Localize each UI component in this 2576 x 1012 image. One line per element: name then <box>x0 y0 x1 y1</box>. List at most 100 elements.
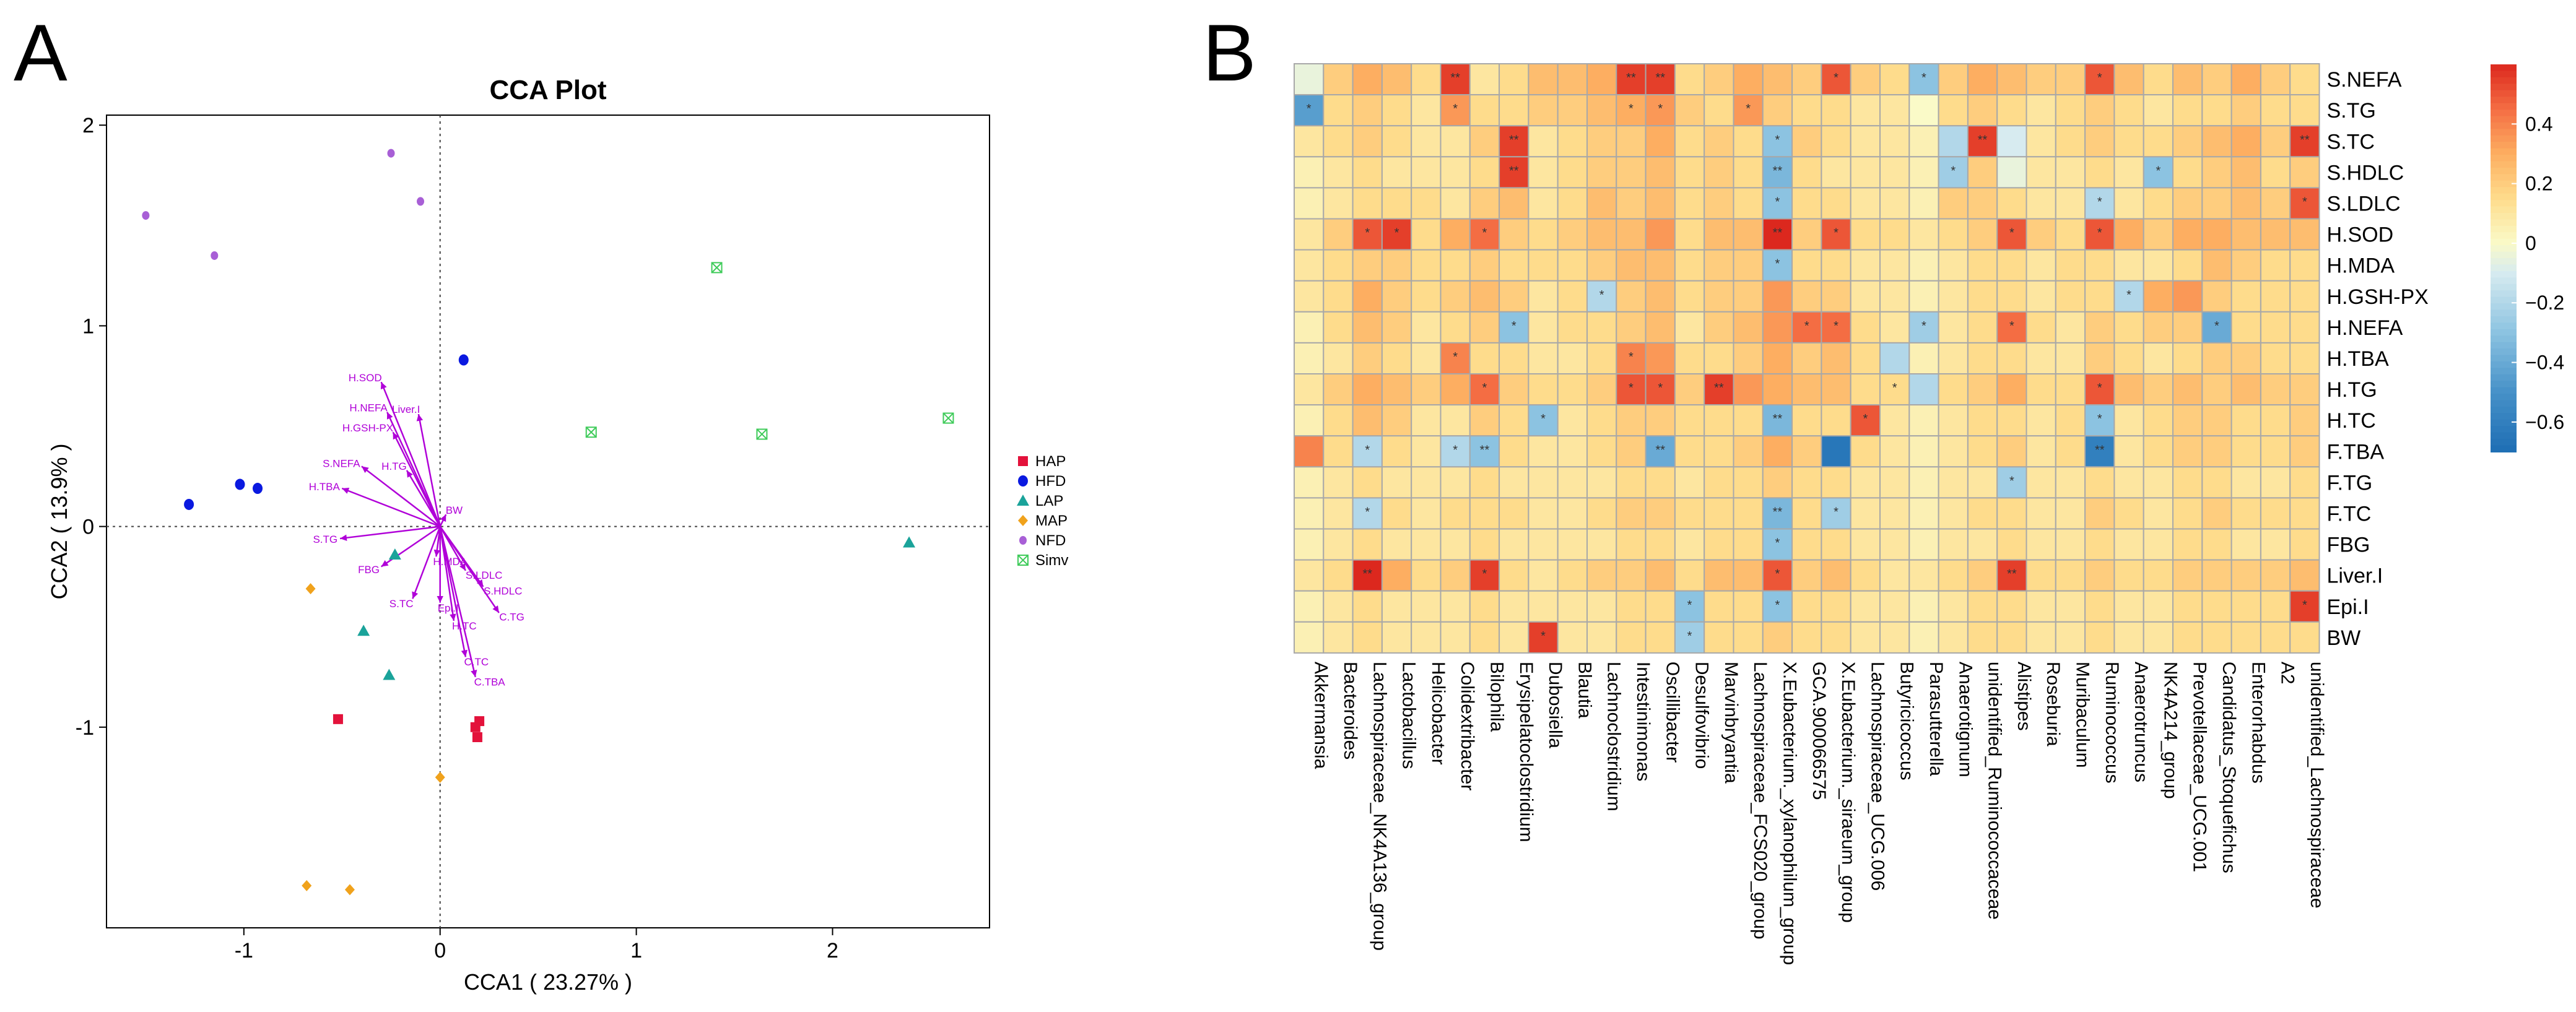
colorbar-segment <box>2491 335 2517 343</box>
cca-arrow-line <box>406 470 441 527</box>
heatmap-cell <box>1704 63 1734 96</box>
heatmap-cell <box>1704 404 1734 437</box>
heatmap-cell <box>2172 559 2203 592</box>
cca-arrow-label: Epi.I <box>438 602 459 614</box>
heatmap-cell <box>2289 94 2320 127</box>
significance-mark: ** <box>1450 71 1460 85</box>
row-label: BW <box>2327 626 2361 650</box>
heatmap-cell <box>1674 94 1705 127</box>
heatmap-cell <box>2084 311 2115 344</box>
heatmap-cell <box>1586 249 1617 282</box>
heatmap-cell <box>1821 187 1852 220</box>
heatmap-cell <box>1733 621 1764 654</box>
cca-axis-ticks: -1 0 1 2 -1 0 1 2 <box>76 114 838 962</box>
heatmap-cell <box>2055 373 2086 406</box>
significance-mark: * <box>1834 71 1838 85</box>
heatmap-cell <box>1528 280 1559 313</box>
heatmap-cell <box>1499 497 1530 530</box>
heatmap-cell <box>1791 559 1822 592</box>
heatmap-cell <box>1499 528 1530 561</box>
row-label: F.TG <box>2327 471 2373 495</box>
column-label: Lachnoclostridium <box>1604 662 1624 811</box>
heatmap-cell <box>1733 497 1764 530</box>
heatmap-cell <box>1411 466 1442 499</box>
cca-plot-frame <box>106 115 990 928</box>
heatmap-cell <box>1381 621 1412 654</box>
heatmap-cell <box>1528 218 1559 251</box>
heatmap-cell <box>1499 94 1530 127</box>
heatmap-cell <box>1938 342 1969 375</box>
heatmap-cell <box>2230 94 2261 127</box>
legend-label-simv: Simv <box>1035 552 1068 569</box>
cca-arrows: H.SOD H.NEFA Liver.I H.GSH-PX H.TG S.NEFA H.TB… <box>309 372 524 688</box>
point-hap <box>470 722 481 732</box>
heatmap-cell <box>1323 311 1354 344</box>
heatmap-cell <box>1411 125 1442 158</box>
heatmap-cell <box>1762 466 1793 499</box>
heatmap-cell <box>1645 404 1676 437</box>
heatmap-cell <box>1733 187 1764 220</box>
heatmap-cell <box>2084 497 2115 530</box>
heatmap-cell <box>2143 218 2174 251</box>
heatmap-cell <box>2260 249 2291 282</box>
heatmap-cell <box>1528 311 1559 344</box>
heatmap-cell <box>1411 621 1442 654</box>
heatmap-cell <box>1967 590 1998 623</box>
column-label: X.Eubacterium._xylanophilum_group <box>1779 662 1799 965</box>
heatmap-cell <box>1440 590 1471 623</box>
heatmap-cell <box>1908 125 1939 158</box>
point-simv-cross <box>711 262 723 274</box>
heatmap-cell <box>1762 94 1793 127</box>
row-label: H.SOD <box>2327 223 2394 247</box>
significance-mark: ** <box>1655 443 1665 457</box>
heatmap-cell <box>1938 125 1969 158</box>
heatmap-cell <box>1586 156 1617 189</box>
cca-y-tick-label: 1 <box>82 314 94 338</box>
heatmap-cell <box>1528 466 1559 499</box>
point-simv-box <box>585 426 597 438</box>
significance-mark: ** <box>1509 164 1519 178</box>
heatmap-cell <box>2230 125 2261 158</box>
heatmap-cell <box>2143 125 2174 158</box>
heatmap-cell <box>1381 497 1412 530</box>
heatmap-cell <box>1674 280 1705 313</box>
legend-label-hfd: HFD <box>1035 473 1066 490</box>
heatmap-cell <box>1294 435 1325 468</box>
significance-mark: ** <box>1714 381 1724 395</box>
row-label: FBG <box>2327 534 2370 557</box>
heatmap-cell <box>2055 404 2086 437</box>
heatmap-cell <box>2113 63 2144 96</box>
heatmap-cell <box>1528 621 1559 654</box>
significance-mark: ** <box>1773 505 1783 519</box>
cca-arrow-label: BW <box>446 504 463 516</box>
heatmap-cell <box>2026 621 2056 654</box>
point-nfd <box>142 211 150 220</box>
significance-mark: * <box>1775 133 1780 147</box>
point-simv-box <box>942 412 954 424</box>
cca-y-tick-label: 0 <box>82 516 94 539</box>
colorbar-tick-label: −0.4 <box>2525 352 2564 374</box>
cca-arrow-line <box>380 381 441 527</box>
heatmap-cell <box>1381 249 1412 282</box>
heatmap-cell <box>1996 342 2027 375</box>
heatmap-cell <box>1674 249 1705 282</box>
heatmap-cell <box>1674 373 1705 406</box>
heatmap-cell <box>1616 528 1647 561</box>
heatmap-cell <box>1762 373 1793 406</box>
colorbar-segment <box>2491 71 2517 78</box>
heatmap: ** ** ** * * ** * * * *** * ** **** ** * ** * ** * * ** * * ***… <box>1294 63 2564 965</box>
colorbar-tick-label: −0.2 <box>2525 292 2564 314</box>
heatmap-cell <box>2172 528 2203 561</box>
heatmap-cell <box>1996 590 2027 623</box>
cca-arrow-line <box>412 526 441 599</box>
heatmap-cell <box>2113 373 2144 406</box>
heatmap-cell <box>2113 435 2144 468</box>
point-simv <box>711 262 723 274</box>
heatmap-cell <box>2055 63 2086 96</box>
heatmap-cell <box>1850 156 1881 189</box>
colorbar-segment <box>2491 355 2517 362</box>
heatmap-cell <box>2289 497 2320 530</box>
heatmap-cell <box>1967 94 1998 127</box>
heatmap-cell <box>2084 621 2115 654</box>
heatmap-cell <box>1645 528 1676 561</box>
